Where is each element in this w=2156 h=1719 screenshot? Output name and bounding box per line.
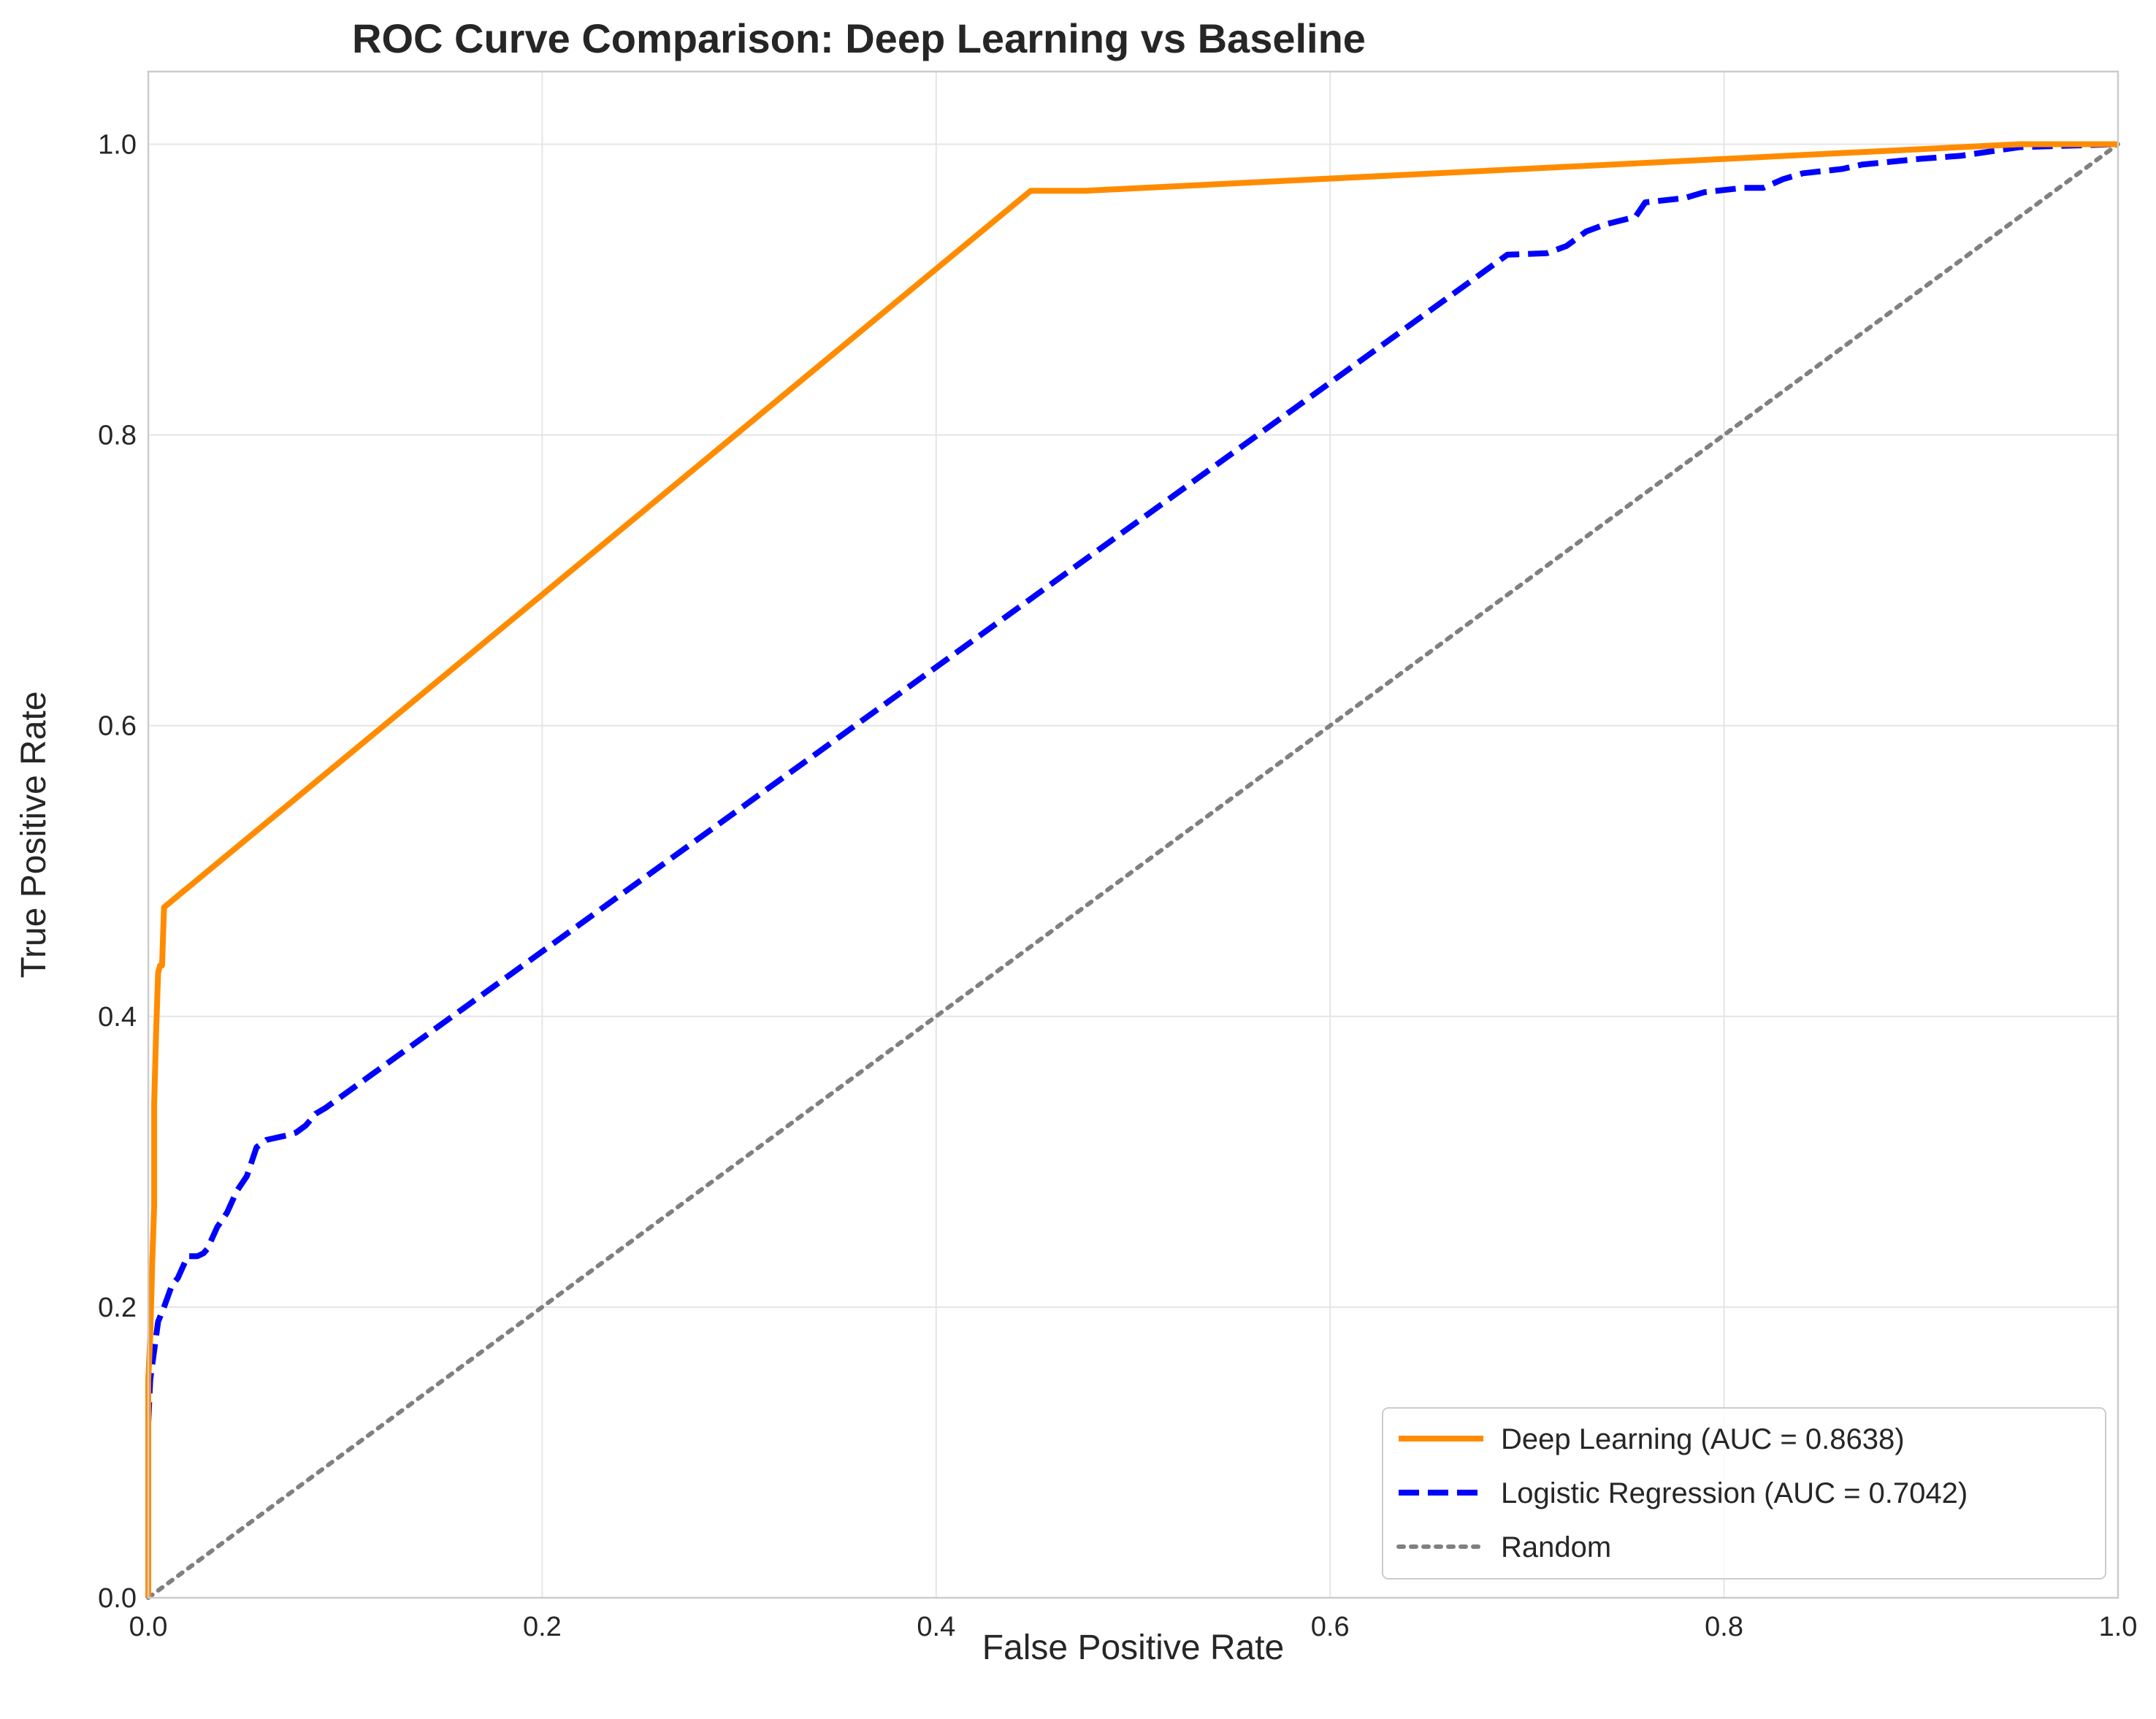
plot-frame	[147, 70, 2119, 1599]
legend-box	[1382, 1407, 2106, 1580]
legend-label: Random	[1501, 1531, 1611, 1563]
y-tick-label: 0.2	[98, 1293, 137, 1323]
x-tick-label: 0.4	[917, 1612, 955, 1642]
y-axis-label: True Positive Rate	[15, 691, 53, 978]
y-tick-label: 0.8	[98, 421, 137, 451]
legend-label: Logistic Regression (AUC = 0.7042)	[1501, 1477, 1968, 1509]
chart-title: ROC Curve Comparison: Deep Learning vs B…	[352, 15, 1366, 61]
legend: Deep Learning (AUC = 0.8638) Logistic Reg…	[1382, 1407, 2106, 1580]
x-tick-label: 0.8	[1705, 1612, 1743, 1642]
series-lines	[145, 141, 2120, 1600]
y-tick-label: 0.0	[98, 1583, 137, 1614]
x-axis-label: False Positive Rate	[982, 1628, 1285, 1667]
legend-label: Deep Learning (AUC = 0.8638)	[1501, 1423, 1905, 1455]
x-tick-label: 0.6	[1311, 1612, 1350, 1642]
y-tick-label: 1.0	[98, 130, 137, 161]
series-line-deep	[145, 141, 2118, 1598]
x-tick-label: 1.0	[2099, 1612, 2138, 1642]
tick-labels: 0.0 0.2 0.4 0.6 0.8 1.0 0.0 0.2 0.4 0.6 0.8 1.0	[98, 130, 2137, 1642]
y-tick-label: 0.4	[98, 1002, 137, 1033]
series-line-logistic	[145, 141, 2119, 1598]
grid	[148, 72, 2119, 1599]
x-tick-label: 0.0	[129, 1612, 168, 1642]
x-tick-label: 0.2	[523, 1612, 562, 1642]
series-line-random	[146, 142, 2120, 1600]
y-tick-label: 0.6	[98, 711, 137, 742]
